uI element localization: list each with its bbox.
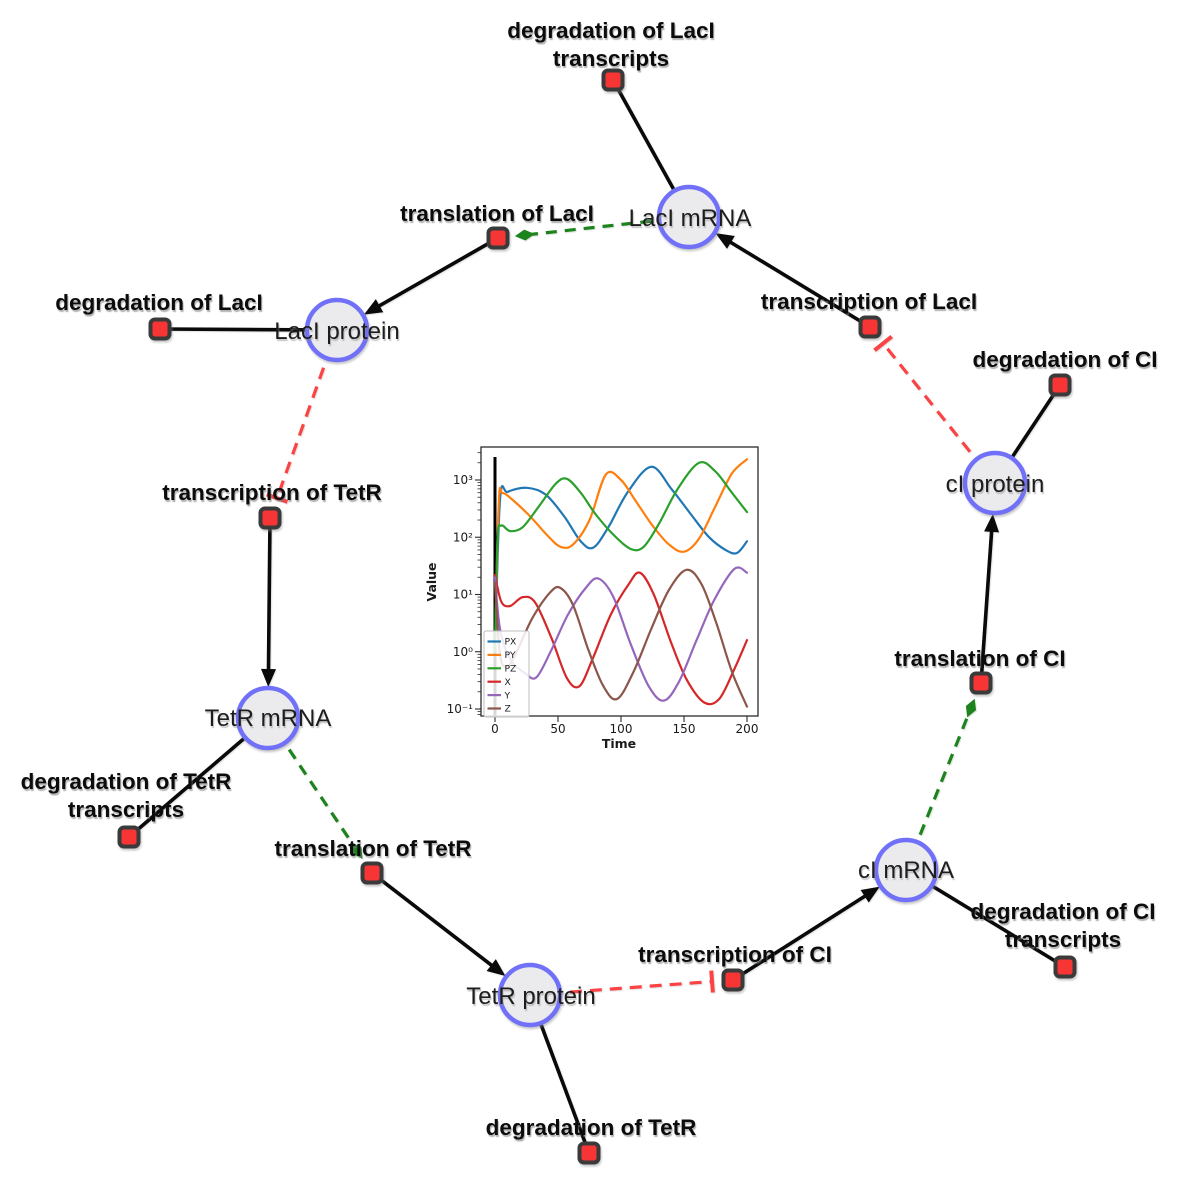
edge-produce-transl_laci-to-laci_protein <box>363 236 499 315</box>
legend-entry-PZ: PZ <box>505 664 517 675</box>
x-axis-label: Time <box>602 736 636 751</box>
arrowhead-icon <box>486 959 506 977</box>
series-line-PY <box>493 458 749 653</box>
reaction-node-transcr_laci <box>858 315 882 339</box>
reaction-label-transl_tetr-line0: translation of TetR <box>274 836 471 861</box>
reaction-node-deg_ci <box>1048 373 1072 397</box>
reaction-label-deg_ci_tx-line1: transcripts <box>1005 927 1121 952</box>
y-axis-label: Value <box>424 562 439 601</box>
x-tick-label: 50 <box>550 722 565 736</box>
reaction-node-deg_laci_tx <box>601 68 625 92</box>
edge-produce-transcr_laci-to-laci_mrna <box>715 233 871 329</box>
species-node-laci_protein <box>304 297 370 363</box>
species-label-laci_protein: LacI protein <box>274 318 399 345</box>
reaction-label-deg_tetr-line0: degradation of TetR <box>486 1115 697 1140</box>
species-node-ci_mrna <box>873 837 939 903</box>
y-tick-label: 10¹ <box>453 588 473 602</box>
species-label-laci_mrna: LacI mRNA <box>629 205 752 232</box>
series-line-PZ <box>493 461 749 653</box>
species-label-tetr_protein: TetR protein <box>466 983 595 1010</box>
production-line <box>266 517 272 675</box>
edge-produce-transcr_tetr-to-tetr_mrna <box>260 517 276 688</box>
production-line <box>979 526 994 684</box>
legend-entry-PX: PX <box>505 637 517 648</box>
species-node-ci_protein <box>962 450 1028 516</box>
series-line-PX <box>493 465 749 653</box>
species-node-tetr_mrna <box>235 685 301 751</box>
y-tick-label: 10⁻¹ <box>447 702 474 716</box>
legend-entry-PY: PY <box>505 650 516 661</box>
species-node-laci_mrna <box>656 184 722 250</box>
production-line <box>725 238 871 329</box>
x-tick-label: 150 <box>673 722 696 736</box>
legend-entry-Y: Y <box>504 690 511 701</box>
reaction-label-deg_tetr_tx-line1: transcripts <box>68 797 184 822</box>
reaction-label-deg_ci_tx-line0: degradation of CI <box>971 899 1156 924</box>
diamond-arrowhead-icon <box>351 842 363 859</box>
production-line <box>374 236 499 310</box>
chart-legend: PX PY PZ XYZ <box>483 630 530 718</box>
reaction-node-transl_laci <box>486 226 510 250</box>
edge-produce-transl_ci-to-ci_protein <box>979 513 1000 684</box>
tbar-inhibitor-icon <box>709 970 715 993</box>
production-line <box>732 892 870 982</box>
reaction-node-transcr_ci <box>721 968 745 992</box>
arrowhead-icon <box>363 299 384 315</box>
arrowhead-icon <box>860 886 880 903</box>
species-label-ci_protein: cI protein <box>946 471 1045 498</box>
y-tick-label: 10² <box>453 530 473 544</box>
x-tick-label: 200 <box>736 722 759 736</box>
reaction-label-transcr_laci-line0: transcription of LacI <box>761 289 977 314</box>
reaction-label-deg_laci_tx-line0: degradation of LacI <box>507 18 715 43</box>
reaction-node-transl_tetr <box>360 861 384 885</box>
legend-entry-X: X <box>505 677 511 688</box>
reaction-node-deg_tetr <box>577 1141 601 1165</box>
diamond-arrowhead-icon <box>514 229 535 241</box>
reaction-label-transcr_ci-line0: transcription of CI <box>638 942 832 967</box>
reaction-label-deg_tetr_tx-line0: degradation of TetR <box>21 769 232 794</box>
reaction-label-transl_laci-line0: translation of LacI <box>400 201 594 226</box>
arrowhead-icon <box>715 233 735 249</box>
reaction-label-deg_laci_tx-line1: transcripts <box>553 46 669 71</box>
legend-entry-Z: Z <box>505 704 511 715</box>
series-line-X <box>493 571 749 706</box>
reaction-node-deg_laci <box>148 317 172 341</box>
reaction-node-transl_ci <box>969 671 993 695</box>
tbar-inhibitor-icon <box>266 492 289 504</box>
species-label-tetr_mrna: TetR mRNA <box>205 705 332 732</box>
reaction-label-deg_laci-line0: degradation of LacI <box>55 290 263 315</box>
species-label-ci_mrna: cI mRNA <box>858 857 954 884</box>
y-tick-label: 10³ <box>453 473 473 487</box>
tbar-inhibitor-icon <box>873 334 893 352</box>
edge-produce-transl_tetr-to-tetr_protein <box>370 871 506 977</box>
nodes-layer <box>117 68 1077 1165</box>
labels-layer: LacI mRNA LacI protein TetR mRNA TetR prote… <box>21 18 1158 1140</box>
arrowhead-icon <box>984 513 1000 533</box>
species-node-tetr_protein <box>497 962 563 1028</box>
diamond-arrowhead-icon <box>965 698 977 718</box>
arrowhead-icon <box>260 668 276 688</box>
reaction-node-transcr_tetr <box>258 506 282 530</box>
x-tick-label: 100 <box>610 722 633 736</box>
reaction-node-deg_ci_tx <box>1053 955 1077 979</box>
edge-produce-transcr_ci-to-ci_mrna <box>732 886 880 982</box>
reaction-label-transcr_tetr-line0: transcription of TetR <box>162 480 382 505</box>
reaction-node-deg_tetr_tx <box>117 825 141 849</box>
x-tick-label: 0 <box>491 722 499 736</box>
reaction-label-transl_ci-line0: translation of CI <box>894 646 1065 671</box>
y-tick-label: 10⁰ <box>453 645 473 659</box>
reaction-label-deg_ci-line0: degradation of CI <box>973 347 1158 372</box>
production-line <box>370 871 497 970</box>
